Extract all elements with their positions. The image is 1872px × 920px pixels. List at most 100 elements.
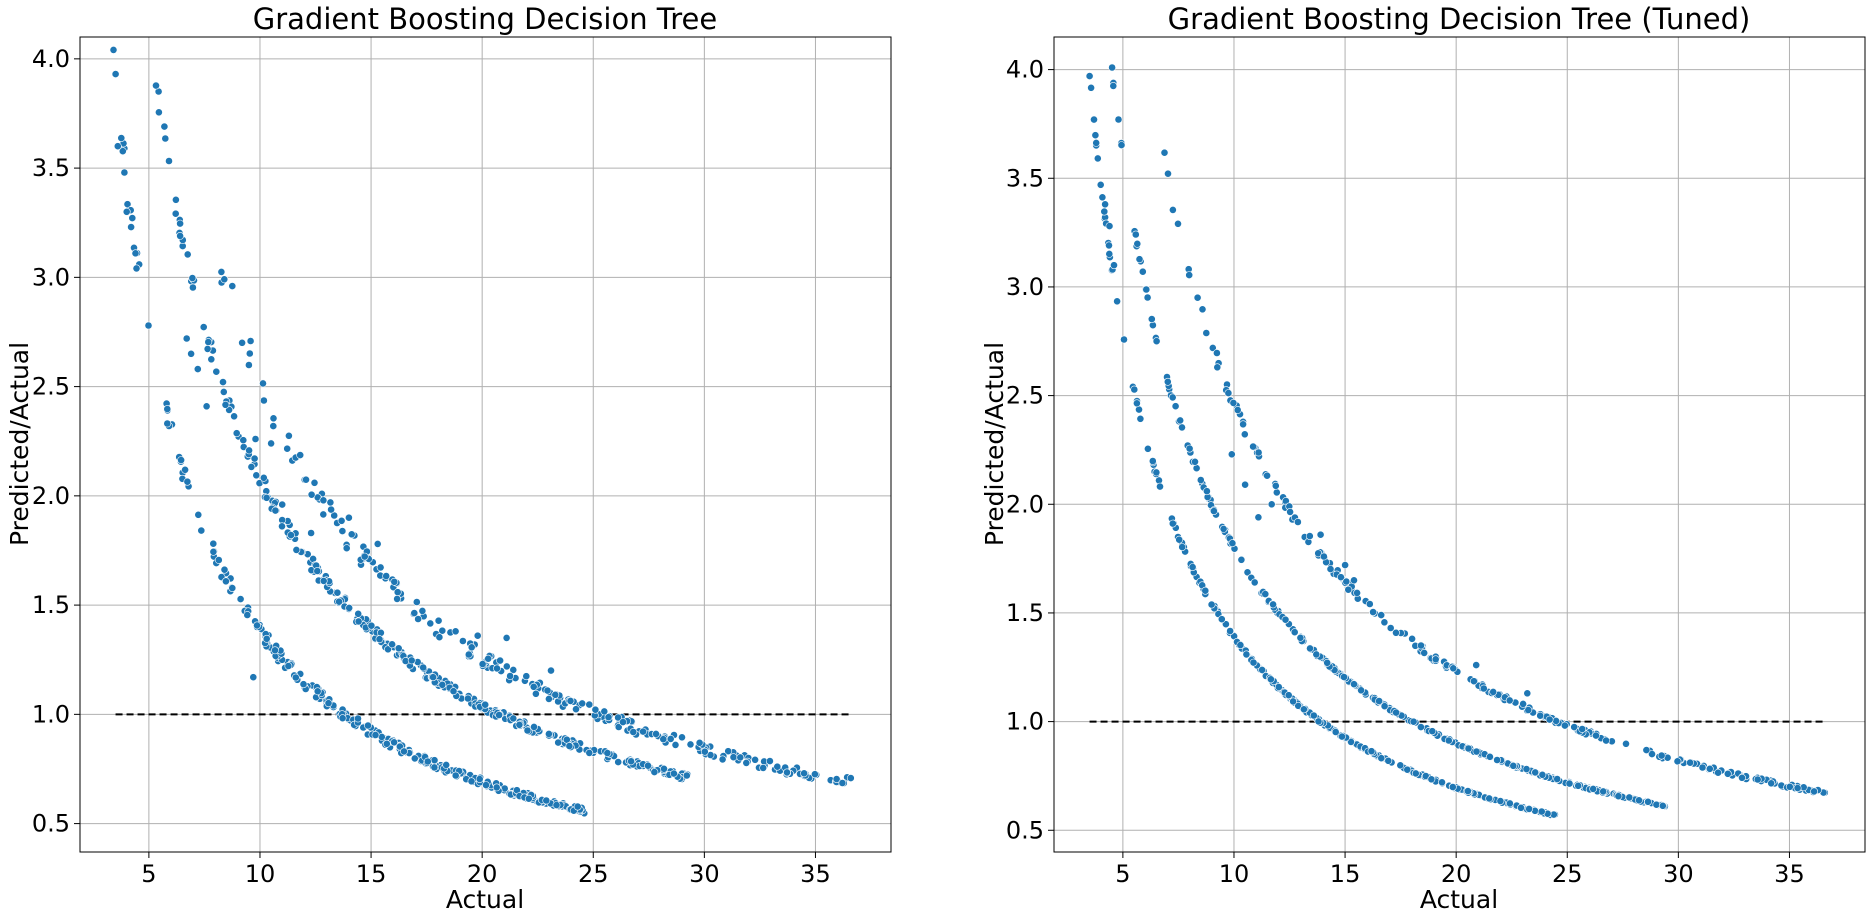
left-scatter-point <box>221 400 230 409</box>
left-scatter-point <box>783 768 791 777</box>
left-scatter-point <box>165 157 173 165</box>
right-scatter-point <box>1294 701 1303 710</box>
left-y-tick-label: 2.0 <box>32 482 70 510</box>
left-scatter-point <box>319 510 328 519</box>
right-scatter-point <box>1171 402 1180 411</box>
right-y-tick-label: 0.5 <box>1006 816 1044 844</box>
left-scatter-point <box>111 70 120 78</box>
left-scatter-point <box>310 478 319 487</box>
left-x-ticks: 5 10 15 20 25 30 35 <box>141 852 831 888</box>
left-scatter-point <box>393 595 401 603</box>
left-scatter-point <box>199 323 208 331</box>
left-scatter-point <box>302 475 310 484</box>
right-scatter-point <box>1449 664 1458 673</box>
right-scatter-point <box>1143 293 1152 302</box>
left-scatter-point <box>766 757 774 765</box>
right-scatter-point <box>1138 267 1147 276</box>
right-scatter-point <box>1574 781 1583 790</box>
left-scatter-point <box>152 81 160 90</box>
left-scatter-point <box>262 634 271 643</box>
right-scatter-point <box>1392 708 1400 717</box>
left-scatter-point <box>219 387 228 396</box>
right-scatter-point <box>1120 335 1128 344</box>
right-scatter-point <box>1714 768 1722 777</box>
right-scatter-point <box>1698 763 1707 772</box>
left-scatter-point <box>251 435 260 443</box>
left-scatter-point <box>530 723 538 731</box>
right-scatter-point <box>1377 754 1386 763</box>
right-scatter-point <box>1091 131 1100 140</box>
right-scatter-point <box>1525 805 1533 813</box>
right-scatter-point <box>1738 773 1746 782</box>
left-scatter-point <box>187 349 195 358</box>
right-scatter-point <box>1114 115 1123 124</box>
left-scatter-point <box>400 747 408 756</box>
right-scatter-point <box>1233 406 1242 414</box>
right-scatter-point <box>1217 615 1226 624</box>
right-scatter-point <box>1192 464 1201 473</box>
right-x-tick-label: 20 <box>1441 860 1472 888</box>
left-scatter-point <box>207 355 216 364</box>
right-scatter-point <box>1561 721 1569 730</box>
right-x-tick-label: 25 <box>1552 860 1583 888</box>
left-scatter-point <box>423 757 432 766</box>
left-scatter-point <box>287 531 295 539</box>
right-scatter-point <box>1337 573 1345 582</box>
right-scatter-point <box>1286 507 1294 516</box>
left-scatter-point <box>506 672 514 680</box>
left-scatter-point <box>271 646 279 655</box>
left-scatter-point <box>122 207 131 216</box>
left-scatter-point <box>220 275 229 284</box>
left-scatter-point <box>572 705 580 714</box>
right-scatter-point <box>1108 63 1116 72</box>
right-scatter-point <box>1185 444 1194 453</box>
left-scatter-point <box>269 414 278 423</box>
left-scatter-point <box>418 607 427 615</box>
left-scatter-point <box>600 707 609 716</box>
right-scatter-point <box>1237 555 1246 564</box>
right-scatter-point <box>1380 618 1389 627</box>
right-scatter-point <box>1222 620 1230 629</box>
right-scatter-point <box>1537 807 1546 816</box>
right-scatter-point <box>1524 706 1533 714</box>
right-scatter-point <box>1242 650 1251 659</box>
right-scatter-point <box>1538 770 1547 779</box>
right-x-tick-label: 30 <box>1663 860 1694 888</box>
right-scatter-point <box>1236 641 1245 649</box>
left-scatter-point <box>811 770 819 779</box>
left-scatter-point <box>742 759 751 767</box>
right-scatter-point <box>1284 691 1293 700</box>
right-scatter-point <box>1306 644 1314 653</box>
right-scatter-point <box>1493 756 1501 764</box>
left-scatter-point <box>269 422 278 430</box>
left-scatter-point <box>414 615 422 623</box>
left-scatter-point <box>342 544 351 553</box>
left-scatter-point <box>384 645 392 654</box>
right-scatter-point <box>1105 241 1113 250</box>
left-scatter-point <box>585 700 594 709</box>
right-scatter-point <box>1489 688 1498 696</box>
left-scatter-point <box>660 764 668 773</box>
right-scatter-point <box>1496 797 1505 805</box>
left-y-tick-label: 1.0 <box>32 700 70 728</box>
right-scatter-point <box>1210 507 1218 515</box>
left-scatter-point <box>846 774 855 782</box>
right-scatter-point <box>1341 561 1349 569</box>
left-scatter-point <box>243 611 252 619</box>
right-scatter-point <box>1309 711 1318 720</box>
left-scatter-point <box>113 142 122 151</box>
right-scatter-point <box>1178 543 1187 551</box>
right-scatter-point <box>1281 615 1290 624</box>
right-scatter-point <box>1226 627 1234 635</box>
left-scatter-point <box>171 195 180 204</box>
right-scatter-point <box>1100 207 1109 216</box>
left-scatter-point <box>338 714 347 723</box>
right-scatter-point <box>1338 732 1346 741</box>
left-scatter-point <box>706 751 715 759</box>
left-scatter-point <box>434 616 443 625</box>
right-scatter-point <box>1444 736 1453 745</box>
left-scatter-point <box>249 673 258 682</box>
right-scatter-point <box>1316 530 1325 539</box>
left-scatter-point <box>354 714 362 723</box>
right-scatter-point <box>1326 565 1335 573</box>
